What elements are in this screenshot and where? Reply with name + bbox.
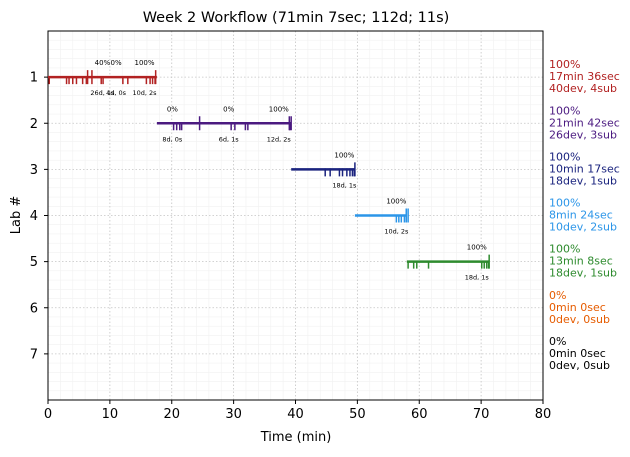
y-tick-label: 5 [30, 255, 38, 270]
lab-4-summary-line: 100% [549, 197, 580, 210]
lab-7-summary-line: 0min 0sec [549, 347, 606, 360]
y-tick-label: 7 [30, 347, 38, 362]
lab-1-summary-line: 40dev, 4sub [549, 82, 617, 95]
chart-title: Week 2 Workflow (71min 7sec; 112d; 11s) [143, 10, 450, 26]
lab-3-summary-line: 18dev, 1sub [549, 174, 617, 187]
lab-1-checkpoint-percent: 40% [95, 59, 111, 67]
lab-5-checkpoint-info: 18d, 1s [465, 274, 490, 282]
lab-1-checkpoint-info: 10d, 2s [132, 89, 157, 97]
lab-6-summary-line: 0min 0sec [549, 301, 606, 314]
lab-4-summary-line: 8min 24sec [549, 209, 613, 222]
lab-3-checkpoint-percent: 100% [334, 151, 354, 159]
lab-3-summary-line: 100% [549, 150, 580, 163]
y-tick-label: 4 [30, 209, 38, 224]
lab-1-checkpoint-percent: 100% [135, 59, 155, 67]
lab-2-summary-line: 100% [549, 104, 580, 117]
lab-1-checkpoint-info: 4d, 0s [106, 89, 127, 97]
lab-2-checkpoint-percent: 0% [167, 105, 178, 113]
lab-7-summary-line: 0% [549, 335, 566, 348]
lab-7-summary-line: 0dev, 0sub [549, 359, 610, 372]
lab-1-summary-line: 100% [549, 58, 580, 71]
y-tick-label: 3 [30, 163, 38, 178]
y-tick-label: 6 [30, 301, 38, 316]
lab-2-checkpoint-info: 6d, 1s [219, 135, 240, 143]
lab-5-summary-line: 18dev, 1sub [549, 267, 617, 280]
lab-6-summary-line: 0% [549, 289, 566, 302]
x-tick-label: 30 [225, 407, 242, 422]
lab-2-checkpoint-percent: 0% [223, 105, 234, 113]
lab-2-summary-line: 26dev, 3sub [549, 128, 617, 141]
lab-1-checkpoint-percent: 0% [111, 59, 122, 67]
x-tick-label: 70 [473, 407, 490, 422]
y-tick-label: 2 [30, 117, 38, 132]
lab-2-checkpoint-info: 8d, 0s [162, 135, 183, 143]
x-tick-label: 60 [411, 407, 428, 422]
lab-6-summary-line: 0dev, 0sub [549, 313, 610, 326]
lab-5-checkpoint-percent: 100% [467, 244, 487, 252]
y-tick-label: 1 [30, 71, 38, 86]
lab-2-checkpoint-info: 12d, 2s [267, 135, 292, 143]
lab-4-summary-line: 10dev, 2sub [549, 221, 617, 234]
x-tick-label: 0 [44, 407, 52, 422]
lab-5-summary-line: 13min 8sec [549, 255, 613, 268]
x-tick-label: 80 [535, 407, 552, 422]
lab-3-checkpoint-info: 18d, 1s [332, 181, 357, 189]
x-tick-label: 50 [349, 407, 366, 422]
lab-2-checkpoint-percent: 100% [269, 105, 289, 113]
y-axis-label: Lab # [9, 196, 24, 235]
x-tick-label: 20 [163, 407, 180, 422]
lab-3-summary-line: 10min 17sec [549, 162, 620, 175]
plot-area: 0 10 20 30 40 50 60 70 80 1 2 3 4 5 6 7 40% 26d, 1s 0% 4d, … [30, 30, 620, 422]
lab-2-summary-line: 21min 42sec [549, 116, 620, 129]
lab-4-checkpoint-percent: 100% [386, 198, 406, 206]
lab-5-summary-line: 100% [549, 243, 580, 256]
x-axis-label: Time (min) [260, 430, 332, 445]
lab-1-checkpoint-info: 26d, 1s [90, 89, 115, 97]
x-tick-label: 40 [287, 407, 304, 422]
x-tick-label: 10 [102, 407, 119, 422]
lab-4-checkpoint-info: 10d, 2s [384, 228, 409, 236]
lab-1-summary-line: 17min 36sec [549, 70, 620, 83]
